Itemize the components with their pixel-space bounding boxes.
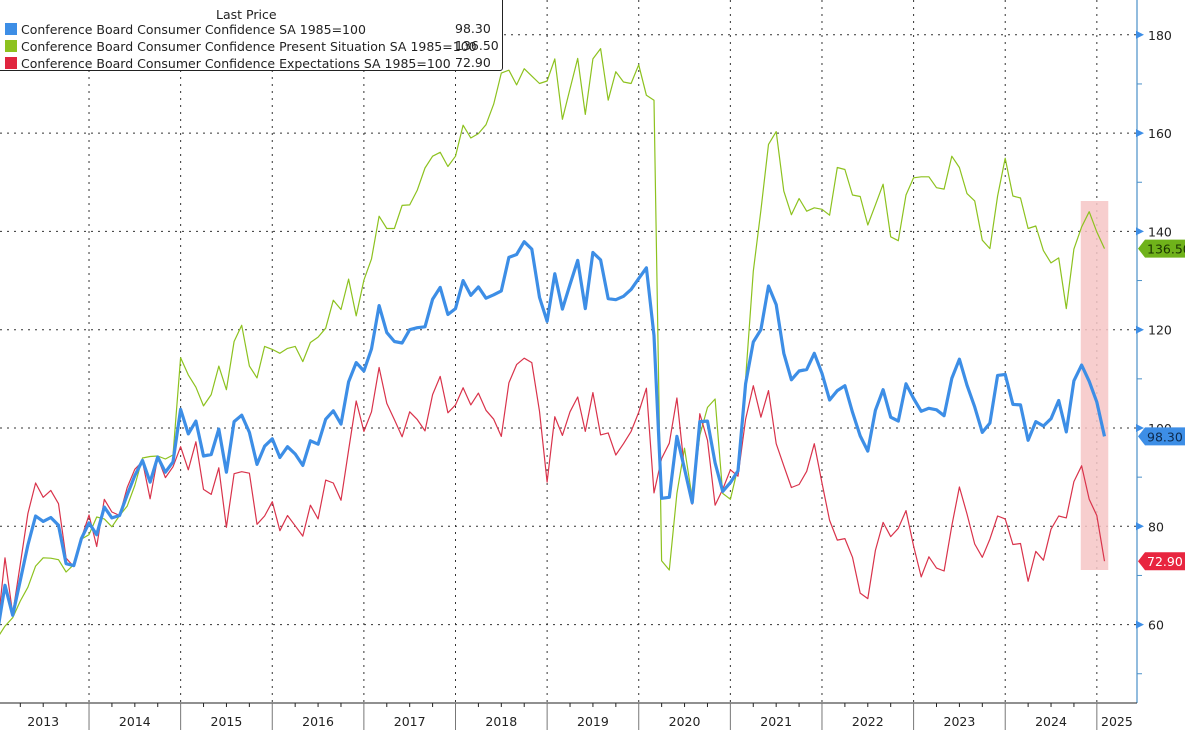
y-tick-arrow	[1136, 620, 1144, 629]
y-tick-label: 160	[1148, 126, 1172, 141]
y-tick-arrow	[1136, 129, 1144, 138]
series-line-0	[0, 240, 1107, 627]
y-tick-label: 60	[1148, 618, 1164, 633]
legend-swatch	[5, 23, 17, 35]
y-tick-label: 180	[1148, 28, 1172, 43]
legend-label: Conference Board Consumer Confidence Exp…	[21, 55, 451, 71]
x-tick-label: 2024	[1035, 714, 1067, 729]
last-value-tags: 98.30 136.50 72.90	[1138, 239, 1185, 571]
x-tick-label: 2014	[119, 714, 151, 729]
last-value-tag-label: 136.50	[1147, 242, 1185, 257]
y-tick-label: 120	[1148, 323, 1172, 338]
x-tick-label: 2019	[577, 714, 609, 729]
y-tick-label: 80	[1148, 519, 1164, 534]
last-value-tag-bg	[1138, 427, 1185, 446]
y-axis: 6080100120140160180	[1136, 0, 1172, 703]
legend-value: 136.50	[455, 38, 499, 53]
last-value-tag-bg	[1138, 552, 1185, 571]
legend-header: Last Price	[216, 7, 277, 22]
x-tick-label: 2016	[302, 714, 334, 729]
y-tick-arrow	[1136, 522, 1144, 531]
y-tick-arrow	[1136, 30, 1144, 39]
series-line-2	[0, 357, 1106, 615]
legend-item-present-situation: Conference Board Consumer Confidence Pre…	[5, 38, 477, 54]
grid	[0, 0, 1137, 703]
last-value-tag-label: 98.30	[1147, 429, 1183, 444]
legend-item-expectations: Conference Board Consumer Confidence Exp…	[5, 55, 451, 71]
x-tick-label: 2023	[944, 714, 976, 729]
x-tick-label: 2022	[852, 714, 884, 729]
highlight-region	[1080, 201, 1109, 570]
legend-swatch	[5, 57, 17, 69]
y-tick-label: 140	[1148, 224, 1172, 239]
x-tick-label: 2020	[669, 714, 701, 729]
x-axis: 2013 2014 2015 2016 2017 2018 2019 2020 2021 2022…	[0, 702, 1137, 730]
legend-swatch	[5, 40, 17, 52]
legend-item-consumer-confidence: Conference Board Consumer Confidence SA …	[5, 21, 366, 37]
legend-value: 98.30	[455, 21, 491, 36]
y-tick-arrow	[1136, 325, 1144, 334]
series-layer	[0, 47, 1107, 635]
x-tick-label: 2017	[394, 714, 426, 729]
legend-value: 72.90	[455, 55, 491, 70]
x-tick-label: 2018	[485, 714, 517, 729]
series-line-1	[0, 47, 1106, 635]
y-tick-arrow	[1136, 424, 1144, 432]
legend-label: Conference Board Consumer Confidence SA …	[21, 21, 366, 37]
x-tick-label: 2025	[1101, 714, 1133, 729]
legend: Last Price Conference Board Consumer Con…	[0, 0, 503, 71]
y-tick-arrow	[1136, 227, 1144, 236]
x-tick-label: 2015	[211, 714, 243, 729]
last-value-tag-bg	[1138, 239, 1185, 258]
x-tick-label: 2013	[27, 714, 59, 729]
x-tick-label: 2021	[760, 714, 792, 729]
last-value-tag-label: 72.90	[1147, 554, 1183, 569]
legend-label: Conference Board Consumer Confidence Pre…	[21, 38, 477, 54]
